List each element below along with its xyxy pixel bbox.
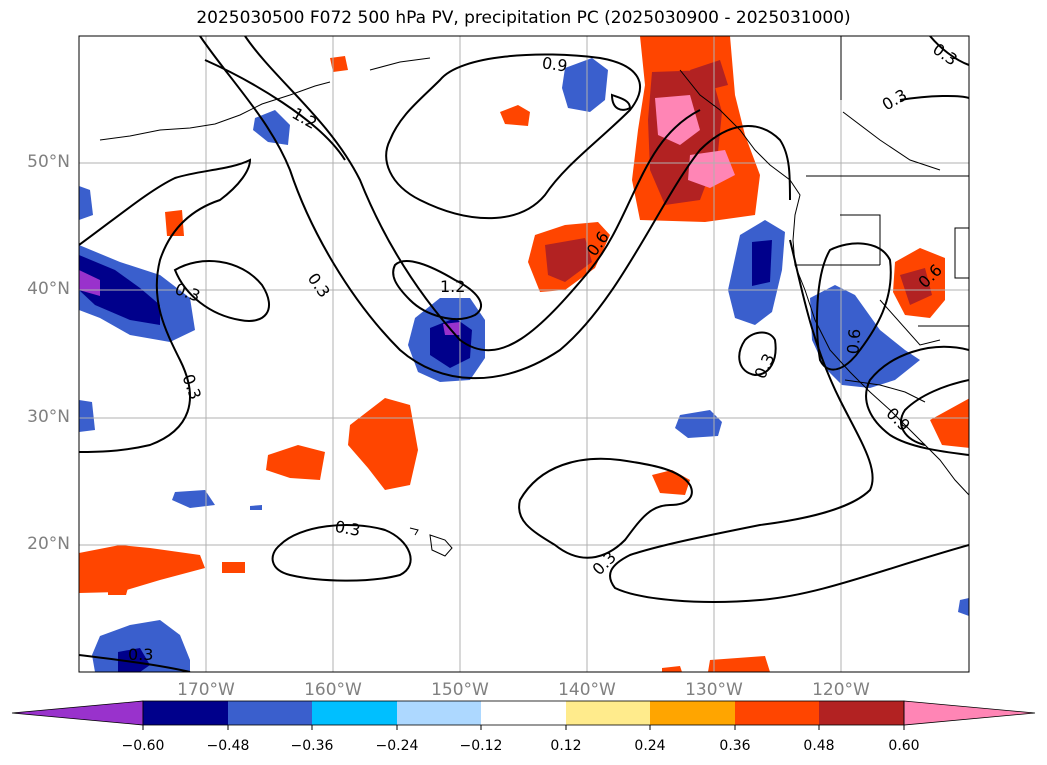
lon-label-160w: 160°W: [304, 680, 362, 700]
colorbar-segment: [650, 701, 735, 725]
colorbar-tick-label: 0.36: [719, 738, 751, 754]
lon-label-150w: 150°W: [431, 680, 489, 700]
lat-label-50n: 50°N: [27, 152, 70, 172]
colorbar-segment: [397, 701, 481, 725]
contour-label: 0.3: [128, 645, 153, 664]
contour-label: 0.9: [541, 53, 569, 75]
colorbar-segment: [735, 701, 819, 725]
lon-label-130w: 130°W: [685, 680, 743, 700]
colorbar-segment: [228, 701, 312, 725]
lon-label-140w: 140°W: [558, 680, 616, 700]
graticule: [79, 36, 969, 672]
lon-label-120w: 120°W: [812, 680, 870, 700]
contour-label: 0.9: [882, 404, 913, 435]
contour-label: 0.3: [304, 269, 334, 301]
colorbar-extend-high: [903, 700, 1036, 726]
contour-label: 0.3: [879, 85, 911, 114]
colorbar-tick-label: 0.60: [888, 738, 920, 754]
colorbar-tick-label: −0.24: [375, 738, 419, 754]
colorbar-tick-label: 0.48: [803, 738, 835, 754]
pv-contours: [79, 36, 969, 672]
contour-label: 1.2: [440, 277, 465, 296]
colorbar-tick-label: −0.12: [459, 738, 503, 754]
colorbar-tick-label: 0.12: [550, 738, 582, 754]
colorbar-segment: [566, 701, 650, 725]
colorbar-extend-low: [11, 700, 144, 726]
contour-label: 0.3: [929, 39, 961, 69]
colorbar-tick-label: 0.24: [634, 738, 666, 754]
colorbar-segment: [312, 701, 397, 725]
colorbar-tick-label: −0.48: [206, 738, 250, 754]
coastlines: [99, 36, 969, 557]
lat-label-40n: 40°N: [27, 279, 70, 299]
lat-label-20n: 20°N: [27, 534, 70, 554]
lat-label-30n: 30°N: [27, 407, 70, 427]
colorbar-tick-label: −0.60: [121, 738, 165, 754]
colorbar-segment: [481, 701, 566, 725]
colorbar-segment: [819, 701, 904, 725]
contour-label: 0.3: [178, 372, 205, 402]
contour-label: 0.3: [589, 548, 620, 579]
map-frame: [78, 35, 970, 673]
contour-label: 0.3: [333, 517, 361, 540]
contour-label: 0.6: [843, 328, 864, 355]
precip-positive-areas: [79, 36, 969, 672]
map-title: 2025030500 F072 500 hPa PV, precipitatio…: [196, 8, 851, 28]
lon-label-170w: 170°W: [177, 680, 235, 700]
precip-negative-areas: [79, 58, 969, 672]
colorbar-tick-label: −0.36: [290, 738, 334, 754]
colorbar-segment: [143, 701, 228, 725]
colorbar: [11, 700, 1036, 730]
